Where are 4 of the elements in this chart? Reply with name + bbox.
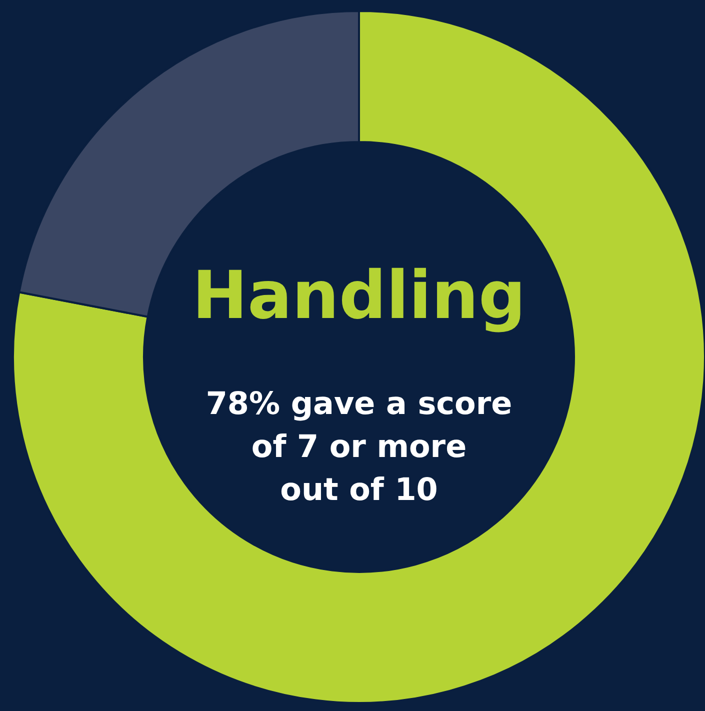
text: Handling [192,257,526,334]
text: out of 10 [280,472,438,508]
text: 78% gave a score [206,386,512,422]
text: of 7 or more [251,429,467,465]
